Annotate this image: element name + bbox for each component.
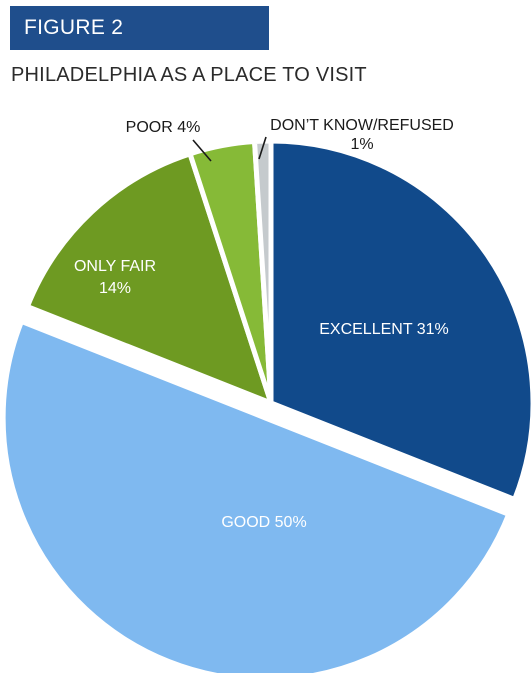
- leader-line-poor: [192, 139, 212, 162]
- slice-label-don-t-know-refused: DON’T KNOW/REFUSED 1%: [270, 117, 454, 153]
- slice-label-only-fair: ONLY FAIR 14%: [74, 258, 156, 297]
- figure-label: FIGURE 2: [10, 6, 269, 50]
- leader-line-don-t-know-refused: [258, 136, 267, 160]
- slice-label-excellent: EXCELLENT 31%: [319, 321, 449, 338]
- pie-slice-don-t-know-refused: [252, 138, 274, 406]
- pie-slice-excellent: [268, 138, 531, 502]
- slice-label-poor: POOR 4%: [126, 119, 201, 136]
- chart-title: PHILADELPHIA AS A PLACE TO VISIT: [11, 64, 367, 86]
- slice-label-good: GOOD 50%: [221, 514, 306, 531]
- pie-slice-good: [0, 318, 512, 673]
